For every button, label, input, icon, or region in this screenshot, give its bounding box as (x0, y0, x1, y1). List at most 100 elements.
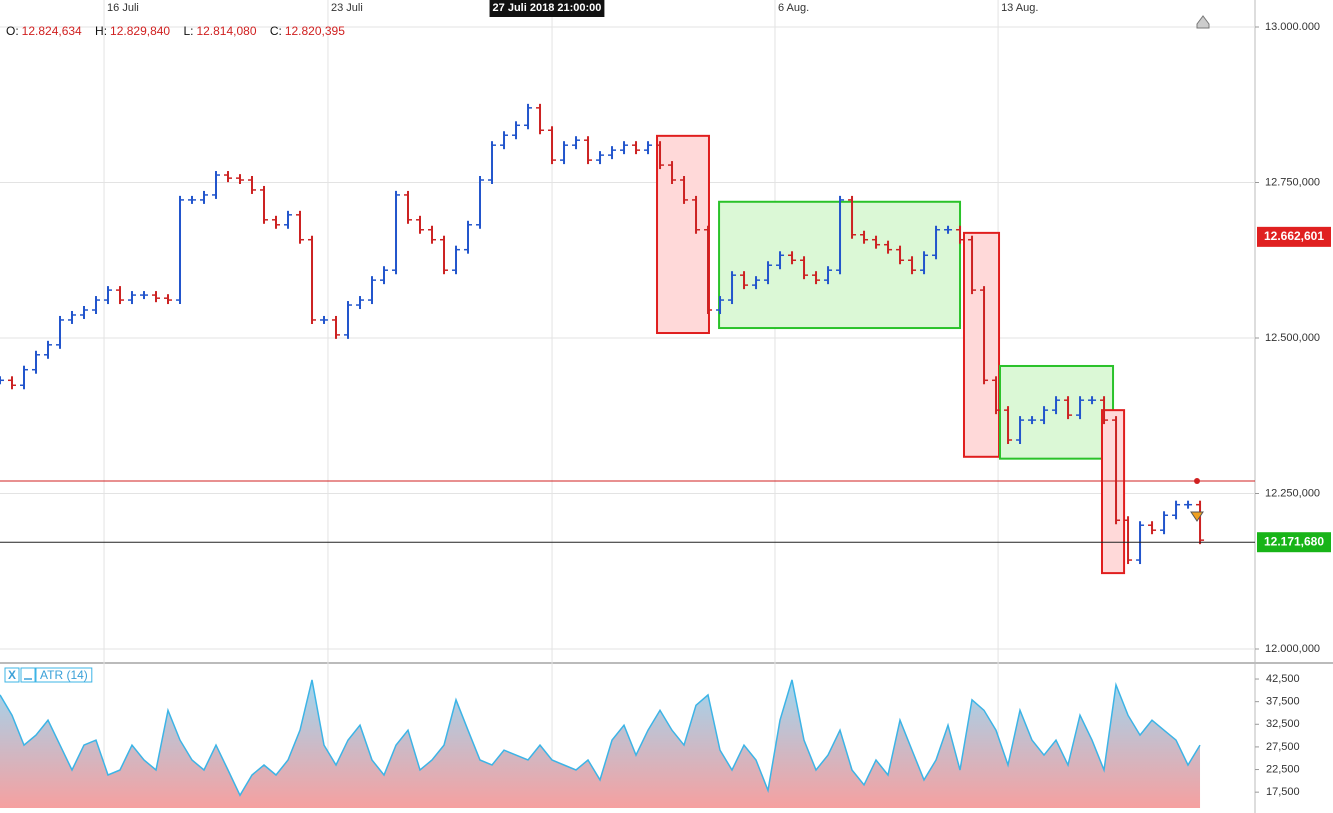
price-bar (812, 271, 821, 285)
y-tick-label: 42,500 (1266, 673, 1300, 685)
ohlc-value: 12.824,634 (22, 24, 82, 38)
labels: 16 Juli 23 Juli 6 Aug. 13 Aug. 13.000.000 12.… (4, 0, 1331, 798)
price-bar (392, 190, 401, 275)
price-bar (548, 126, 557, 165)
price-bar (800, 256, 809, 280)
legend-control-label: X (8, 668, 16, 682)
price-bar (776, 251, 785, 270)
price-bar (656, 141, 665, 170)
price-bar (260, 185, 269, 224)
y-tick-label: 22,500 (1266, 763, 1300, 775)
price-bar (560, 141, 569, 165)
price-bar (584, 136, 593, 165)
crosshair-label: 27 Juli 2018 21:00:00 (493, 2, 602, 14)
ohlc-value: 12.820,395 (285, 24, 345, 38)
price-bar (344, 301, 353, 339)
price-bar (104, 286, 113, 305)
price-bar (764, 261, 773, 285)
price-bar (872, 235, 881, 249)
x-tick-label: 16 Juli (107, 2, 139, 14)
ohlc-key: O: (6, 24, 19, 38)
ohlc-key: H: (95, 24, 107, 38)
price-bar (632, 141, 641, 155)
ohlc-value: 12.829,840 (110, 24, 170, 38)
legend-box (35, 667, 93, 683)
price-bar (236, 174, 245, 185)
price-bar (944, 225, 953, 234)
price-bar (1184, 500, 1193, 509)
price-bar (908, 256, 917, 275)
price-bar (164, 294, 173, 305)
y-tick-label: 13.000.000 (1265, 21, 1320, 33)
price-bar (1088, 396, 1097, 405)
price-bar (452, 245, 461, 275)
x-tick-label: 6 Aug. (778, 2, 809, 14)
price-bar (980, 286, 989, 385)
price-bar (704, 225, 713, 315)
scroll-marker (1196, 15, 1210, 29)
price-bar (644, 141, 653, 155)
price-bar (200, 190, 209, 204)
price-bar (464, 220, 473, 254)
price-bar (320, 315, 329, 324)
price-bar (1172, 500, 1181, 520)
price-bar (596, 151, 605, 165)
price-bar (1040, 406, 1049, 425)
price-bar (668, 161, 677, 185)
price-bar (380, 266, 389, 285)
price-bar (1016, 416, 1025, 444)
y-tick-label: 12.000,000 (1265, 643, 1320, 655)
price-bar (32, 350, 41, 374)
price-bar (1052, 396, 1061, 415)
legend-collapse (20, 667, 36, 683)
price-bar (896, 245, 905, 265)
price-bar (488, 141, 497, 185)
price-bar (740, 271, 749, 290)
price-bar (920, 251, 929, 275)
y-tick-label: 27,500 (1266, 741, 1300, 753)
price-bar (476, 176, 485, 229)
price-bar (176, 195, 185, 305)
marks (0, 15, 1255, 808)
price-bar (128, 291, 137, 305)
ohlc-value: 12.814,080 (196, 24, 256, 38)
price-bar (404, 190, 413, 224)
price-marker-label: 12.171,680 (1264, 534, 1324, 548)
price-bar (248, 176, 257, 194)
price-bar (752, 276, 761, 290)
price-bar (212, 171, 221, 199)
price-bar (860, 230, 869, 244)
price-bar (440, 235, 449, 275)
price-bar (1064, 396, 1073, 420)
ohlc-key: L: (183, 24, 193, 38)
price-bar (284, 210, 293, 229)
price-bar (416, 215, 425, 234)
price-bar (8, 376, 17, 390)
price-bar (536, 103, 545, 135)
ohlc-key: C: (270, 24, 282, 38)
price-bar (1124, 516, 1133, 565)
price-bar (1100, 396, 1109, 425)
price-bar (848, 195, 857, 239)
price-bar (68, 310, 77, 324)
price-bar (116, 286, 125, 305)
legend-label: ATR (14) (40, 668, 88, 682)
price-bar (512, 121, 521, 140)
price-bar (692, 195, 701, 234)
price-bar (824, 266, 833, 285)
y-tick-label: 17,500 (1266, 786, 1300, 798)
price-bar (1148, 521, 1157, 535)
y-tick-label: 12.750,000 (1265, 176, 1320, 188)
price-bar (992, 376, 1001, 415)
price-bar (332, 315, 341, 339)
price-marker-box (1257, 532, 1331, 553)
x-tick-label: 13 Aug. (1001, 2, 1038, 14)
price-bar (0, 376, 4, 385)
price-bar (1028, 416, 1037, 425)
y-tick-label: 12.500,000 (1265, 332, 1320, 344)
price-marker-label: 12.662,601 (1264, 229, 1324, 243)
price-bar (620, 141, 629, 155)
